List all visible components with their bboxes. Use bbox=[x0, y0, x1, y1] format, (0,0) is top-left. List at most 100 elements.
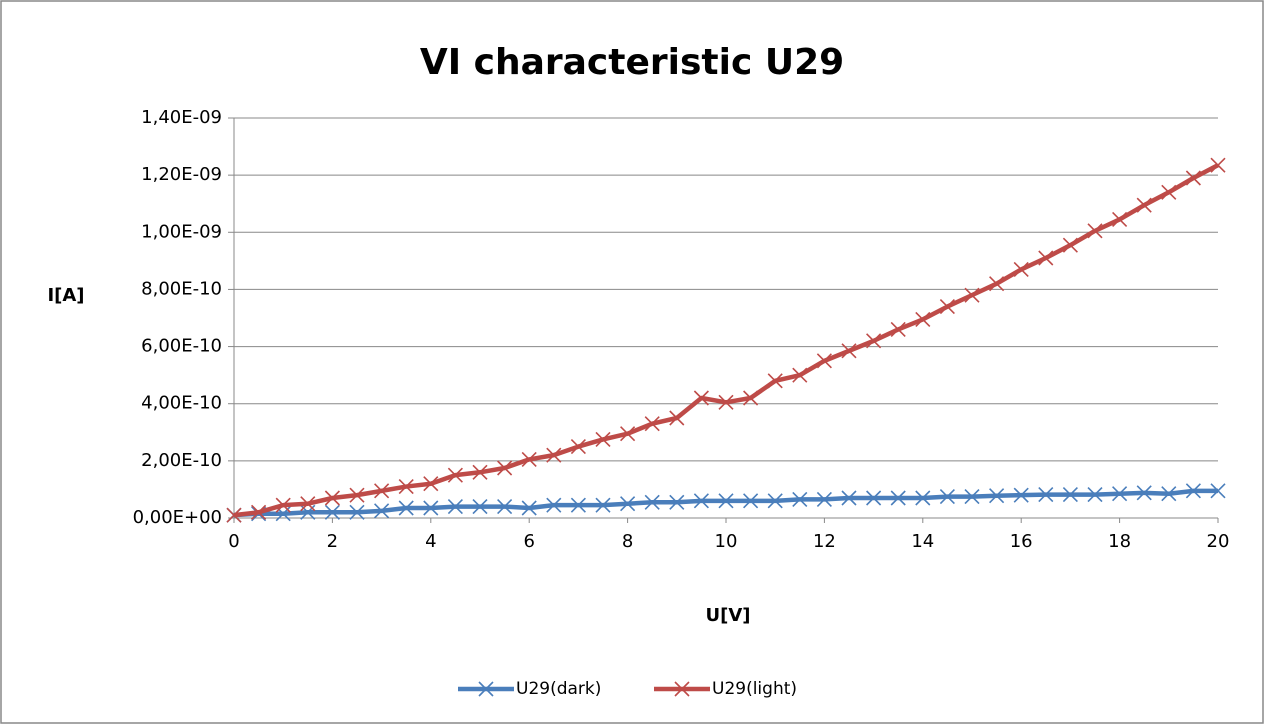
chart-title: VI characteristic U29 bbox=[420, 42, 844, 83]
point-marker bbox=[472, 464, 488, 480]
y-tick-label: 8,00E-10 bbox=[141, 278, 222, 299]
point-marker bbox=[1062, 487, 1078, 503]
point-marker bbox=[546, 497, 562, 513]
point-marker bbox=[1013, 487, 1029, 503]
point-marker bbox=[644, 494, 660, 510]
y-tick-label: 1,00E-09 bbox=[141, 221, 222, 242]
point-marker bbox=[1087, 487, 1103, 503]
x-tick-label: 16 bbox=[1010, 531, 1033, 552]
point-marker bbox=[324, 490, 340, 506]
point-marker bbox=[915, 490, 931, 506]
x-tick-label: 0 bbox=[228, 531, 239, 552]
y-tick-label: 4,00E-10 bbox=[141, 393, 222, 414]
point-marker bbox=[743, 493, 759, 509]
point-marker bbox=[669, 494, 685, 510]
point-marker bbox=[472, 499, 488, 515]
point-marker bbox=[1210, 483, 1226, 499]
point-marker bbox=[1013, 261, 1029, 277]
point-marker bbox=[398, 479, 414, 495]
point-marker bbox=[743, 390, 759, 406]
point-marker bbox=[816, 491, 832, 507]
point-marker bbox=[374, 483, 390, 499]
point-marker bbox=[275, 497, 291, 513]
point-marker bbox=[792, 491, 808, 507]
point-marker bbox=[644, 416, 660, 432]
point-marker bbox=[595, 431, 611, 447]
point-marker bbox=[718, 394, 734, 410]
point-marker bbox=[1112, 486, 1128, 502]
point-marker bbox=[447, 467, 463, 483]
y-axis-label: I[A] bbox=[47, 285, 84, 306]
point-marker bbox=[1112, 211, 1128, 227]
point-marker bbox=[890, 321, 906, 337]
y-tick-label: 1,20E-09 bbox=[141, 164, 222, 185]
y-tick-label: 1,40E-09 bbox=[141, 107, 222, 128]
point-marker bbox=[349, 504, 365, 520]
y-tick-label: 6,00E-10 bbox=[141, 336, 222, 357]
legend-label: U29(light) bbox=[712, 679, 797, 699]
point-marker bbox=[1161, 486, 1177, 502]
point-marker bbox=[521, 500, 537, 516]
x-tick-label: 20 bbox=[1207, 531, 1230, 552]
point-marker bbox=[841, 343, 857, 359]
x-tick-label: 4 bbox=[425, 531, 436, 552]
point-marker bbox=[964, 489, 980, 505]
point-marker bbox=[349, 487, 365, 503]
point-marker bbox=[1136, 197, 1152, 213]
point-marker bbox=[570, 439, 586, 455]
x-tick-label: 14 bbox=[911, 531, 934, 552]
point-marker bbox=[1062, 237, 1078, 253]
point-marker bbox=[866, 490, 882, 506]
point-marker bbox=[989, 276, 1005, 292]
point-marker bbox=[398, 500, 414, 516]
point-marker bbox=[693, 493, 709, 509]
point-marker bbox=[693, 390, 709, 406]
point-marker bbox=[1087, 223, 1103, 239]
point-marker bbox=[866, 333, 882, 349]
point-marker bbox=[718, 493, 734, 509]
point-marker bbox=[1038, 250, 1054, 266]
point-marker bbox=[300, 496, 316, 512]
point-marker bbox=[1185, 170, 1201, 186]
point-marker bbox=[423, 476, 439, 492]
point-marker bbox=[521, 451, 537, 467]
point-marker bbox=[964, 287, 980, 303]
x-tick-label: 2 bbox=[327, 531, 338, 552]
point-marker bbox=[792, 367, 808, 383]
x-tick-label: 8 bbox=[622, 531, 633, 552]
point-marker bbox=[939, 489, 955, 505]
point-marker bbox=[447, 499, 463, 515]
point-marker bbox=[767, 493, 783, 509]
x-tick-label: 6 bbox=[523, 531, 534, 552]
point-marker bbox=[767, 373, 783, 389]
point-marker bbox=[1185, 483, 1201, 499]
legend-marker bbox=[478, 681, 494, 697]
point-marker bbox=[620, 496, 636, 512]
legend-marker bbox=[674, 681, 690, 697]
point-marker bbox=[915, 311, 931, 327]
point-marker bbox=[497, 499, 513, 515]
point-marker bbox=[374, 503, 390, 519]
point-marker bbox=[890, 490, 906, 506]
point-marker bbox=[251, 504, 267, 520]
point-marker bbox=[669, 410, 685, 426]
x-tick-label: 18 bbox=[1108, 531, 1131, 552]
point-marker bbox=[841, 490, 857, 506]
y-tick-label: 0,00E+00 bbox=[133, 507, 222, 528]
x-tick-label: 12 bbox=[813, 531, 836, 552]
y-tick-label: 2,00E-10 bbox=[141, 450, 222, 471]
point-marker bbox=[324, 504, 340, 520]
point-marker bbox=[546, 447, 562, 463]
point-marker bbox=[939, 299, 955, 315]
point-marker bbox=[423, 500, 439, 516]
legend-label: U29(dark) bbox=[516, 679, 601, 699]
point-marker bbox=[226, 507, 242, 523]
point-marker bbox=[595, 497, 611, 513]
point-marker bbox=[1038, 487, 1054, 503]
point-marker bbox=[816, 353, 832, 369]
x-axis-label: U[V] bbox=[706, 605, 751, 626]
point-marker bbox=[497, 460, 513, 476]
point-marker bbox=[989, 488, 1005, 504]
